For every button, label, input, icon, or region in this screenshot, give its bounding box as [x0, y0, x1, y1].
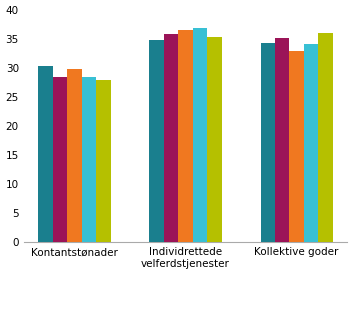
Bar — [207, 37, 222, 242]
Bar — [67, 69, 82, 242]
Bar — [164, 34, 178, 242]
Bar — [275, 38, 289, 242]
Bar — [178, 30, 193, 242]
Bar — [289, 51, 304, 242]
Bar — [96, 80, 110, 242]
Bar — [149, 40, 164, 242]
Bar — [53, 78, 67, 242]
Bar — [82, 78, 96, 242]
Bar — [193, 28, 207, 242]
Bar — [304, 44, 318, 242]
Bar — [318, 33, 333, 242]
Bar — [38, 66, 53, 242]
Bar — [261, 43, 275, 242]
